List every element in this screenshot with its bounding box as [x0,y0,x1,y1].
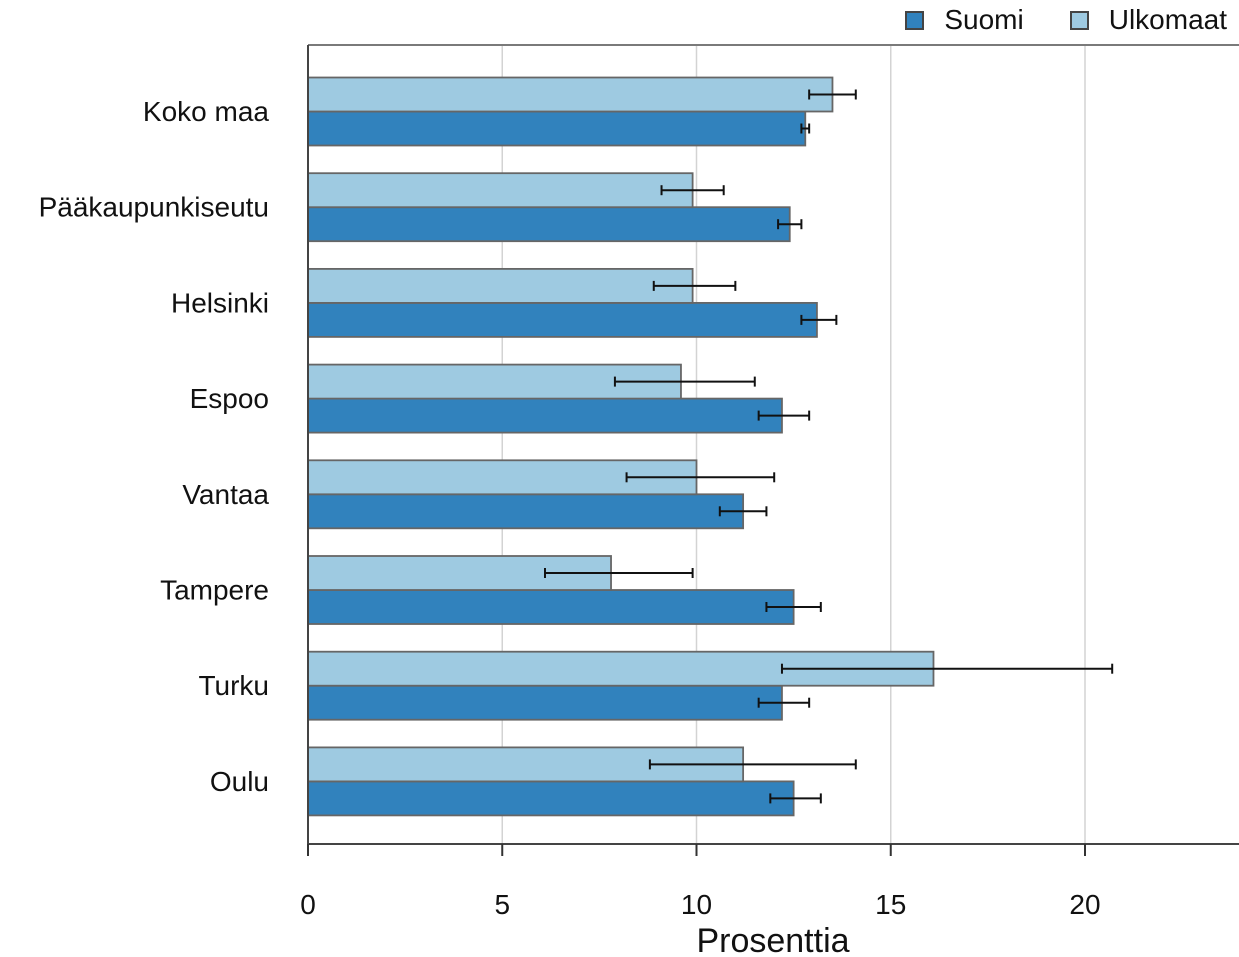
y-category-label: Espoo [190,383,269,414]
x-tick-label: 15 [875,889,906,920]
y-category-label: Koko maa [143,96,269,127]
bar-suomi [308,207,790,241]
y-category-label: Oulu [210,766,269,797]
x-tick-label: 0 [300,889,316,920]
bar-suomi [308,590,794,624]
bar-suomi [308,494,743,528]
legend-swatch-ulkomaat [1070,11,1089,30]
bar-suomi [308,686,782,720]
y-category-label: Turku [198,670,269,701]
grid-lines [502,45,1085,844]
y-category-label: Pääkaupunkiseutu [39,192,269,223]
bar-suomi [308,303,817,337]
y-category-label: Tampere [160,575,269,606]
legend-label-suomi: Suomi [944,4,1023,36]
legend: Suomi Ulkomaat [859,4,1227,36]
legend-swatch-suomi [905,11,924,30]
x-tick-label: 5 [494,889,510,920]
axes [308,45,1239,856]
bar-ulkomaat [308,173,693,207]
legend-item-ulkomaat: Ulkomaat [1070,4,1227,36]
x-tick-label: 20 [1069,889,1100,920]
bar-suomi [308,399,782,433]
bar-suomi [308,112,805,146]
y-category-label: Vantaa [182,479,269,510]
bar-ulkomaat [308,78,832,112]
x-tick-label: 10 [681,889,712,920]
legend-label-ulkomaat: Ulkomaat [1109,4,1227,36]
y-category-label: Helsinki [171,287,269,318]
bars [308,78,933,816]
bar-suomi [308,781,794,815]
bar-ulkomaat [308,269,693,303]
legend-item-suomi: Suomi [905,4,1023,36]
x-axis-title: Prosenttia [696,922,849,957]
